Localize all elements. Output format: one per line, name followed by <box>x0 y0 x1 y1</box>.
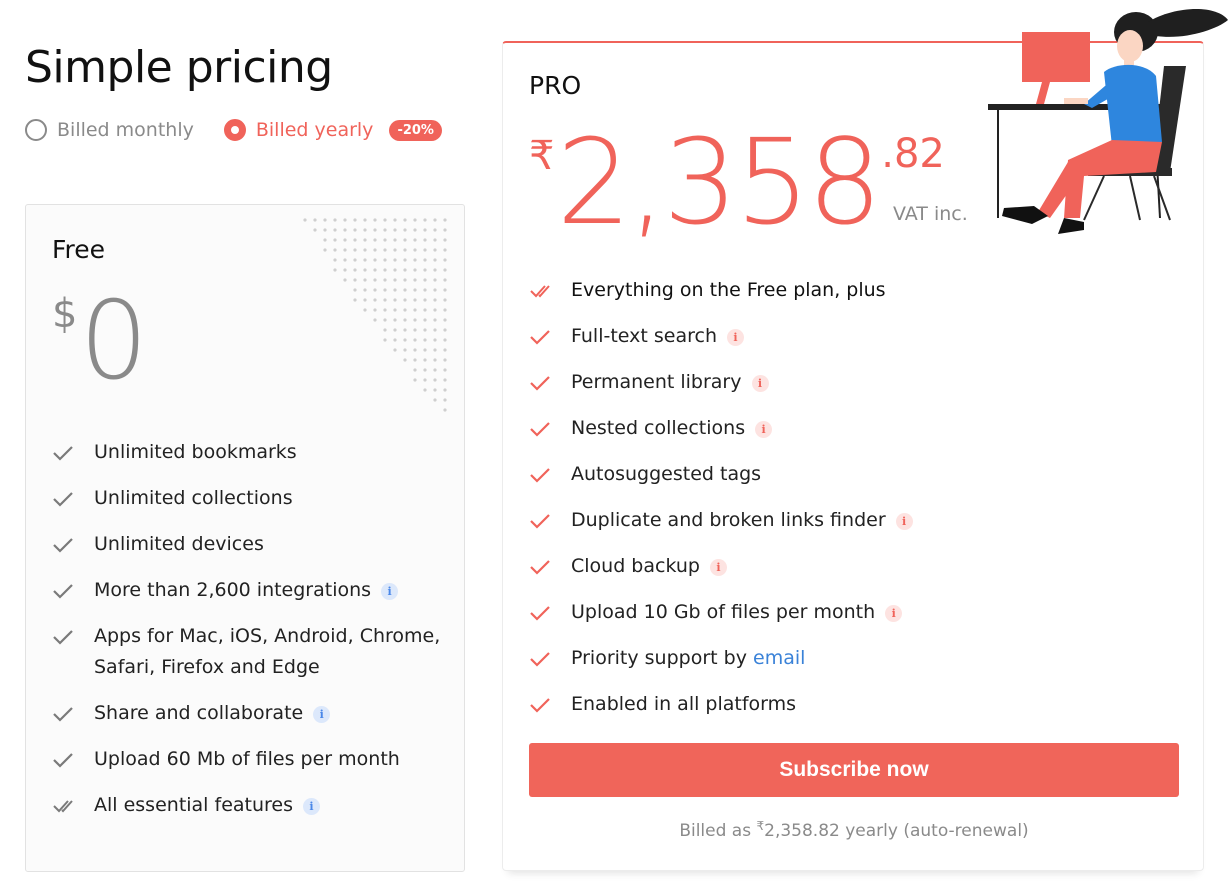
pro-plan-card: PRO ₹ 2,358 .82 VAT inc. Everything on t… <box>502 41 1204 871</box>
free-feature-label: Unlimited devices <box>94 533 264 555</box>
free-feature-label: Apps for Mac, iOS, Android, Chrome, Safa… <box>94 625 441 678</box>
free-feature-label: All essential features i <box>94 790 452 821</box>
free-feature-label: Upload 60 Mb of files per month <box>94 748 400 770</box>
pro-feature-item: Everything on the Free plan, plus <box>529 275 1169 306</box>
check-icon <box>52 529 94 560</box>
pro-feature-label: Upload 10 Gb of files per month i <box>571 597 1169 628</box>
pro-feature-item: Upload 10 Gb of files per month i <box>529 597 1169 628</box>
free-plan-card: Free $ 0 Unlimited bookmarks Unlimited co… <box>25 204 465 872</box>
free-feature-list: Unlimited bookmarks Unlimited collections… <box>52 437 452 836</box>
free-feature-label: More than 2,600 integrations i <box>94 575 452 606</box>
free-feature-item: Unlimited collections <box>52 483 452 514</box>
info-icon[interactable]: i <box>381 583 399 600</box>
info-icon[interactable]: i <box>313 706 331 723</box>
subscribe-button[interactable]: Subscribe now <box>529 743 1179 797</box>
free-currency-symbol: $ <box>52 291 78 337</box>
double-check-icon <box>529 275 571 306</box>
double-check-icon <box>52 790 94 821</box>
free-feature-item: All essential features i <box>52 790 452 821</box>
check-icon <box>52 698 94 729</box>
info-icon[interactable]: i <box>709 559 727 576</box>
pro-plan-price: ₹ 2,358 .82 <box>529 123 945 241</box>
free-feature-item: Unlimited devices <box>52 529 452 560</box>
free-feature-item: More than 2,600 integrations i <box>52 575 452 606</box>
free-price-amount: 0 <box>79 279 148 404</box>
billed-yearly-radio[interactable] <box>223 119 246 141</box>
free-feature-label: Unlimited bookmarks <box>94 441 297 463</box>
billing-toggle: Billed monthly Billed yearly -20% <box>25 119 442 141</box>
free-feature-item: Share and collaborate i <box>52 698 452 729</box>
billing-summary-prefix: Billed as <box>679 821 757 841</box>
pro-plan-name: PRO <box>529 71 582 100</box>
info-icon[interactable]: i <box>885 605 903 622</box>
pro-feature-item: Enabled in all platforms <box>529 689 1169 720</box>
info-icon[interactable]: i <box>755 421 773 438</box>
pro-feature-label: Enabled in all platforms <box>571 693 797 715</box>
check-icon <box>529 689 571 720</box>
free-plan-name: Free <box>52 235 106 264</box>
pro-feature-item: Nested collections i <box>529 413 1169 444</box>
check-icon <box>529 505 571 536</box>
dot-pattern-decoration <box>303 218 447 412</box>
billed-monthly-option[interactable]: Billed monthly <box>25 119 194 141</box>
billing-summary-amount: 2,358.82 yearly (auto-renewal) <box>764 821 1029 841</box>
check-icon <box>52 483 94 514</box>
pro-feature-label: Everything on the Free plan, plus <box>571 279 886 301</box>
pro-feature-label: Full-text search i <box>571 321 1169 352</box>
pro-feature-label: Priority support by email <box>571 647 806 669</box>
pro-price-amount: 2,358 <box>556 113 882 251</box>
pro-feature-item: Full-text search i <box>529 321 1169 352</box>
free-feature-label: Share and collaborate i <box>94 698 452 729</box>
billing-summary-currency: ₹ <box>756 819 765 833</box>
check-icon <box>52 575 94 606</box>
free-feature-label: Unlimited collections <box>94 487 293 509</box>
pro-feature-item: Cloud backup i <box>529 551 1169 582</box>
vat-note: VAT inc. <box>893 203 968 225</box>
check-icon <box>52 744 94 775</box>
pro-feature-item: Autosuggested tags <box>529 459 1169 490</box>
pro-feature-label: Permanent library i <box>571 367 1169 398</box>
check-icon <box>52 621 94 652</box>
email-link[interactable]: email <box>753 647 806 669</box>
pro-feature-label: Nested collections i <box>571 413 1169 444</box>
pro-feature-list: Everything on the Free plan, plus Full-te… <box>529 275 1169 735</box>
pro-feature-item: Priority support by email <box>529 643 1169 674</box>
billed-monthly-label: Billed monthly <box>57 119 194 141</box>
discount-badge: -20% <box>389 119 442 141</box>
pro-currency-symbol: ₹ <box>529 133 555 179</box>
pro-feature-label: Cloud backup i <box>571 551 1169 582</box>
check-icon <box>529 413 571 444</box>
billed-yearly-option[interactable]: Billed yearly <box>223 119 374 141</box>
page-title: Simple pricing <box>25 42 333 93</box>
check-icon <box>529 367 571 398</box>
info-icon[interactable]: i <box>303 798 320 815</box>
check-icon <box>529 643 571 674</box>
pro-feature-item: Permanent library i <box>529 367 1169 398</box>
billed-monthly-radio[interactable] <box>25 119 47 141</box>
info-icon[interactable]: i <box>727 329 744 346</box>
check-icon <box>529 551 571 582</box>
pro-feature-label: Duplicate and broken links finder i <box>571 505 1169 536</box>
check-icon <box>529 597 571 628</box>
check-icon <box>529 459 571 490</box>
pro-price-decimal: .82 <box>881 131 945 177</box>
free-feature-item: Upload 60 Mb of files per month <box>52 744 452 775</box>
check-icon <box>529 321 571 352</box>
pro-feature-label: Autosuggested tags <box>571 463 762 485</box>
free-plan-price: $ 0 <box>52 279 148 404</box>
billing-summary: Billed as ₹2,358.82 yearly (auto-renewal… <box>503 819 1205 841</box>
pro-feature-item: Duplicate and broken links finder i <box>529 505 1169 536</box>
check-icon <box>52 437 94 468</box>
info-icon[interactable]: i <box>751 375 769 392</box>
billed-yearly-label: Billed yearly <box>255 119 374 141</box>
free-feature-item: Apps for Mac, iOS, Android, Chrome, Safa… <box>52 621 452 683</box>
person-at-desk-illustration <box>988 8 1228 234</box>
free-feature-item: Unlimited bookmarks <box>52 437 452 468</box>
info-icon[interactable]: i <box>895 513 913 530</box>
